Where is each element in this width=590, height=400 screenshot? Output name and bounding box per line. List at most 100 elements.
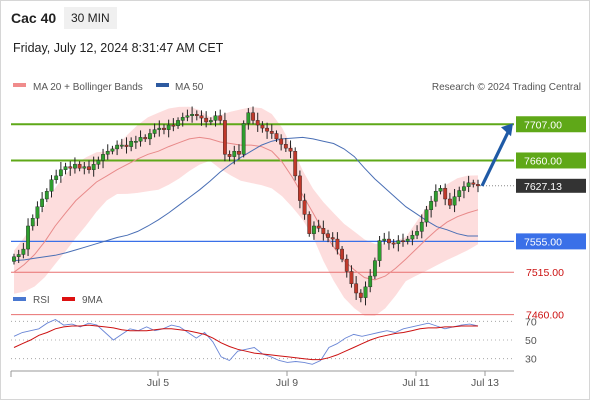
candle-down [326,233,330,238]
ma50-legend-swatch [156,83,169,87]
candle-down [316,225,321,229]
candle-up [415,231,419,236]
candle-down [354,283,359,294]
candle-down [255,120,260,126]
candle-down [279,138,284,145]
candle-up [410,235,415,240]
resistance-level-label: 7707.00 [524,119,562,131]
candle-up [185,115,190,118]
support-level-label: 7460.00 [526,310,564,322]
price-level-labels: 7707.00 7660.00 7627.13 7555.00 7515.00 7460.… [516,116,586,322]
resistance-level-label: 7660.00 [524,155,562,167]
candle-up [457,190,462,197]
candlesticks [12,106,480,306]
candle-up [30,218,35,227]
candle-down [344,258,349,272]
candle-down [77,164,82,169]
x-tick-label: Jul 5 [147,377,169,389]
candle-up [372,260,377,277]
candle-up [433,191,438,202]
candle-down [387,238,391,244]
candle-up [96,160,101,165]
candle-down [223,120,227,155]
candle-up [115,144,120,150]
x-axis-ticks: Jul 5 Jul 9 Jul 11 Jul 13 [147,371,499,389]
candle-down [87,166,91,170]
candle-up [429,201,434,210]
candle-up [73,164,77,169]
candle-up [190,114,195,116]
candle-up [438,188,443,192]
candle-up [232,151,237,157]
candle-down [321,228,326,234]
candle-up [54,175,59,180]
candle-up [12,256,16,262]
candle-up [176,120,180,126]
rsi-tick-label: 50 [525,335,537,347]
resistance-tag [516,152,586,169]
candle-up [49,179,54,192]
candle-up [368,275,373,288]
candle-up [396,240,401,244]
rsi-ma-legend-swatch [62,297,75,301]
candle-up [26,225,30,250]
candle-up [166,124,171,130]
candle-down [68,166,73,169]
candle-up [241,123,246,155]
candle-up [138,137,143,142]
candle-up [246,112,251,124]
candle-down [447,198,452,206]
bollinger-bands [14,106,478,316]
candle-down [391,242,396,245]
candle-down [194,114,199,116]
rsi-tick-label: 70 [525,316,537,328]
candle-down [476,184,480,187]
x-tick-label: Jul 13 [471,377,499,389]
candle-up [152,129,157,134]
moving-averages [13,136,479,281]
ma20-legend-label: MA 20 + Bollinger Bands [33,82,143,93]
candle-down [401,240,405,243]
candle-up [110,148,115,152]
candle-up [44,191,49,200]
candle-up [101,154,105,161]
candle-up [213,115,218,121]
candle-up [377,240,382,261]
ma50-legend-label: MA 50 [175,82,204,93]
candle-up [40,198,45,207]
ma20-legend-swatch [13,83,26,87]
forecast-arrow [480,123,513,187]
x-tick-label: Jul 11 [402,377,429,389]
candle-up [133,141,138,143]
candle-down [124,144,129,147]
rsi-line [13,318,479,365]
candle-down [269,130,274,134]
rsi-tick-label: 30 [525,354,537,366]
candle-up [462,186,466,191]
candle-down [260,124,265,129]
candle-up [405,238,410,242]
candle-down [288,147,293,152]
candle-down [307,214,312,234]
candle-up [105,151,110,155]
chart-datetime: Friday, July 12, 2024 8:31:47 AM CET [13,41,224,55]
rsi-legend-swatch [13,297,26,301]
current-price-tag [516,178,586,193]
forecast-arrow-head [501,123,513,137]
instrument-title: Cac 40 [11,10,57,26]
resistance-tag [516,116,586,133]
rsi-panel: 70 50 30 [11,316,537,366]
rsi-ma-legend-label: 9MA [82,295,103,306]
candle-up [466,182,471,187]
candle-down [349,271,354,284]
pivot-tag [516,233,586,250]
rsi-legend-label: RSI [33,295,50,306]
research-credit: Research © 2024 Trading Central [432,82,581,93]
rsi-ma-line [13,324,478,361]
candle-down [297,175,302,201]
timeframe-badge[interactable]: 30 MIN [64,7,117,29]
candle-up [419,221,424,232]
candle-down [199,115,204,119]
candle-down [283,144,288,149]
candle-up [35,206,40,219]
